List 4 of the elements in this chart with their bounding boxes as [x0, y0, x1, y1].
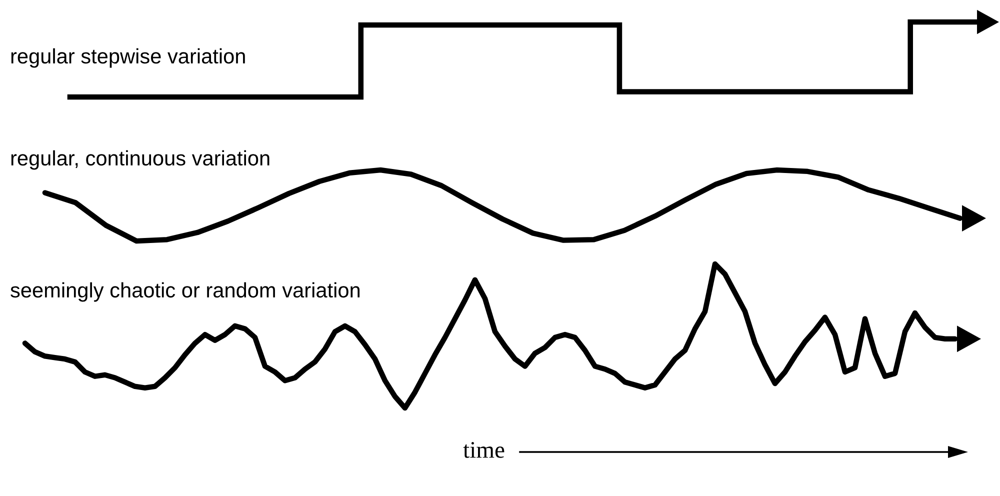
text: seemingly chaotic or random variation — [10, 282, 360, 302]
text: regular stepwise variation — [11, 48, 245, 68]
chart-title: regular, continuous variation — [11, 150, 270, 170]
x-axis-title: time — [463, 442, 504, 458]
